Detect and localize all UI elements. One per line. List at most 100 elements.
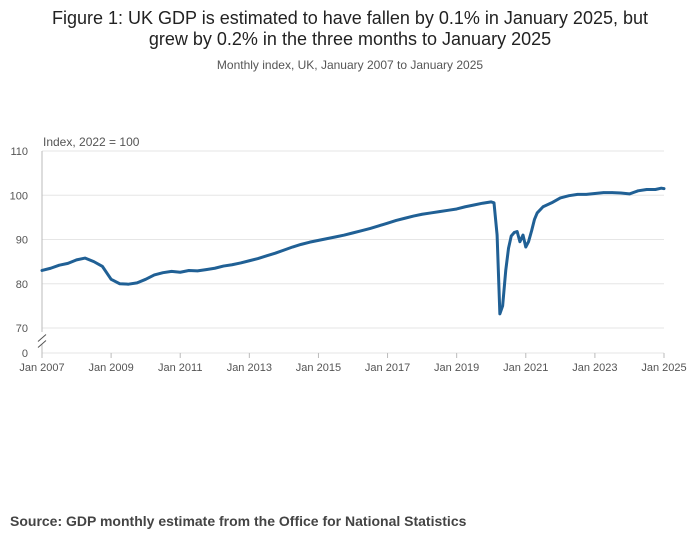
data-point [196,269,199,273]
data-point [492,201,496,204]
x-tick-label: Jan 2023 [572,362,617,374]
axes [37,151,665,358]
data-point [83,256,87,260]
data-point [343,233,346,237]
y-tick-label: 70 [16,323,28,335]
data-point [524,245,527,249]
data-point [75,258,78,262]
x-tick-label: Jan 2009 [88,362,133,374]
data-point [628,192,631,196]
data-point [593,192,597,195]
data-point [490,200,493,204]
data-point [501,304,504,308]
data-point [495,233,499,237]
data-point [636,189,640,193]
data-point [530,229,533,232]
x-tick-label: Jan 2011 [158,362,202,374]
data-point [654,188,657,191]
data-point [204,268,208,271]
data-point [455,207,458,211]
data-point [66,262,70,265]
data-point [144,278,147,281]
data-point [291,245,294,249]
data-point [101,265,104,268]
data-point [645,188,648,191]
data-point [282,248,286,252]
data-point [535,211,539,215]
data-point [58,263,61,267]
data-point [498,312,502,316]
chart-title: Figure 1: UK GDP is estimated to have fa… [0,8,700,50]
data-point [412,214,415,218]
data-point [507,247,510,250]
data-point [369,227,372,230]
data-point [420,213,424,216]
data-point [576,193,579,196]
data-point [222,264,225,268]
data-point [360,229,363,232]
data-point [559,196,562,200]
data-point [248,259,251,262]
data-point [403,217,407,220]
data-point [518,240,522,243]
data-point [213,267,216,270]
data-point [662,187,666,190]
data-point [299,243,303,246]
data-point [550,201,553,204]
y-tick-label: 0 [22,348,28,360]
data-point [619,191,623,195]
data-point [317,239,320,242]
data-point [334,235,337,239]
data-point [230,263,234,266]
y-tick-label: 110 [10,146,28,158]
data-point [567,194,571,197]
data-point [187,269,191,272]
data-point [510,234,513,238]
data-point [170,270,173,273]
data-point [161,271,165,274]
data-point [602,191,605,194]
data-point [527,240,530,243]
data-point [481,202,484,205]
x-tick-label: Jan 2007 [19,362,64,374]
data-point [464,205,467,208]
data-point [541,205,545,208]
y-axis-label: Index, 2022 = 100 [43,135,140,149]
data-point [49,267,52,270]
data-point [325,237,329,240]
data-point [533,218,536,221]
data-point [109,278,113,281]
x-tick-label: Jan 2021 [503,362,548,374]
data-point [515,230,519,233]
x-tick-label: Jan 2019 [434,362,479,374]
data-point [513,231,516,234]
data-point [274,252,277,255]
data-point [265,254,268,258]
x-tick-label: Jan 2017 [365,362,410,374]
series-line [40,186,666,316]
data-point [585,193,588,196]
y-tick-label: 100 [10,190,28,202]
data-point [504,269,507,272]
data-point [429,211,432,215]
series [40,186,666,316]
tick-labels: 110 100 90 80 70 0 Index, 2022 = 100 Jan 2007 Ja… [10,135,687,374]
chart-title-line-2: grew by 0.2% in the three months to Janu… [148,29,552,49]
data-point [521,233,525,237]
source-note: Source: GDP monthly estimate from the Of… [10,513,467,529]
data-point [351,231,355,235]
data-point [386,221,389,225]
x-tick-label: Jan 2015 [296,362,341,374]
data-point [438,210,441,213]
axis-break-mark [37,334,47,342]
data-point [153,273,156,277]
data-point [446,209,450,212]
axis-break-mark [37,340,47,348]
data-point [135,281,139,285]
data-point [127,282,130,286]
data-point [179,271,182,274]
data-point [239,261,242,265]
y-tick-label: 90 [16,235,28,247]
data-point [40,269,44,272]
